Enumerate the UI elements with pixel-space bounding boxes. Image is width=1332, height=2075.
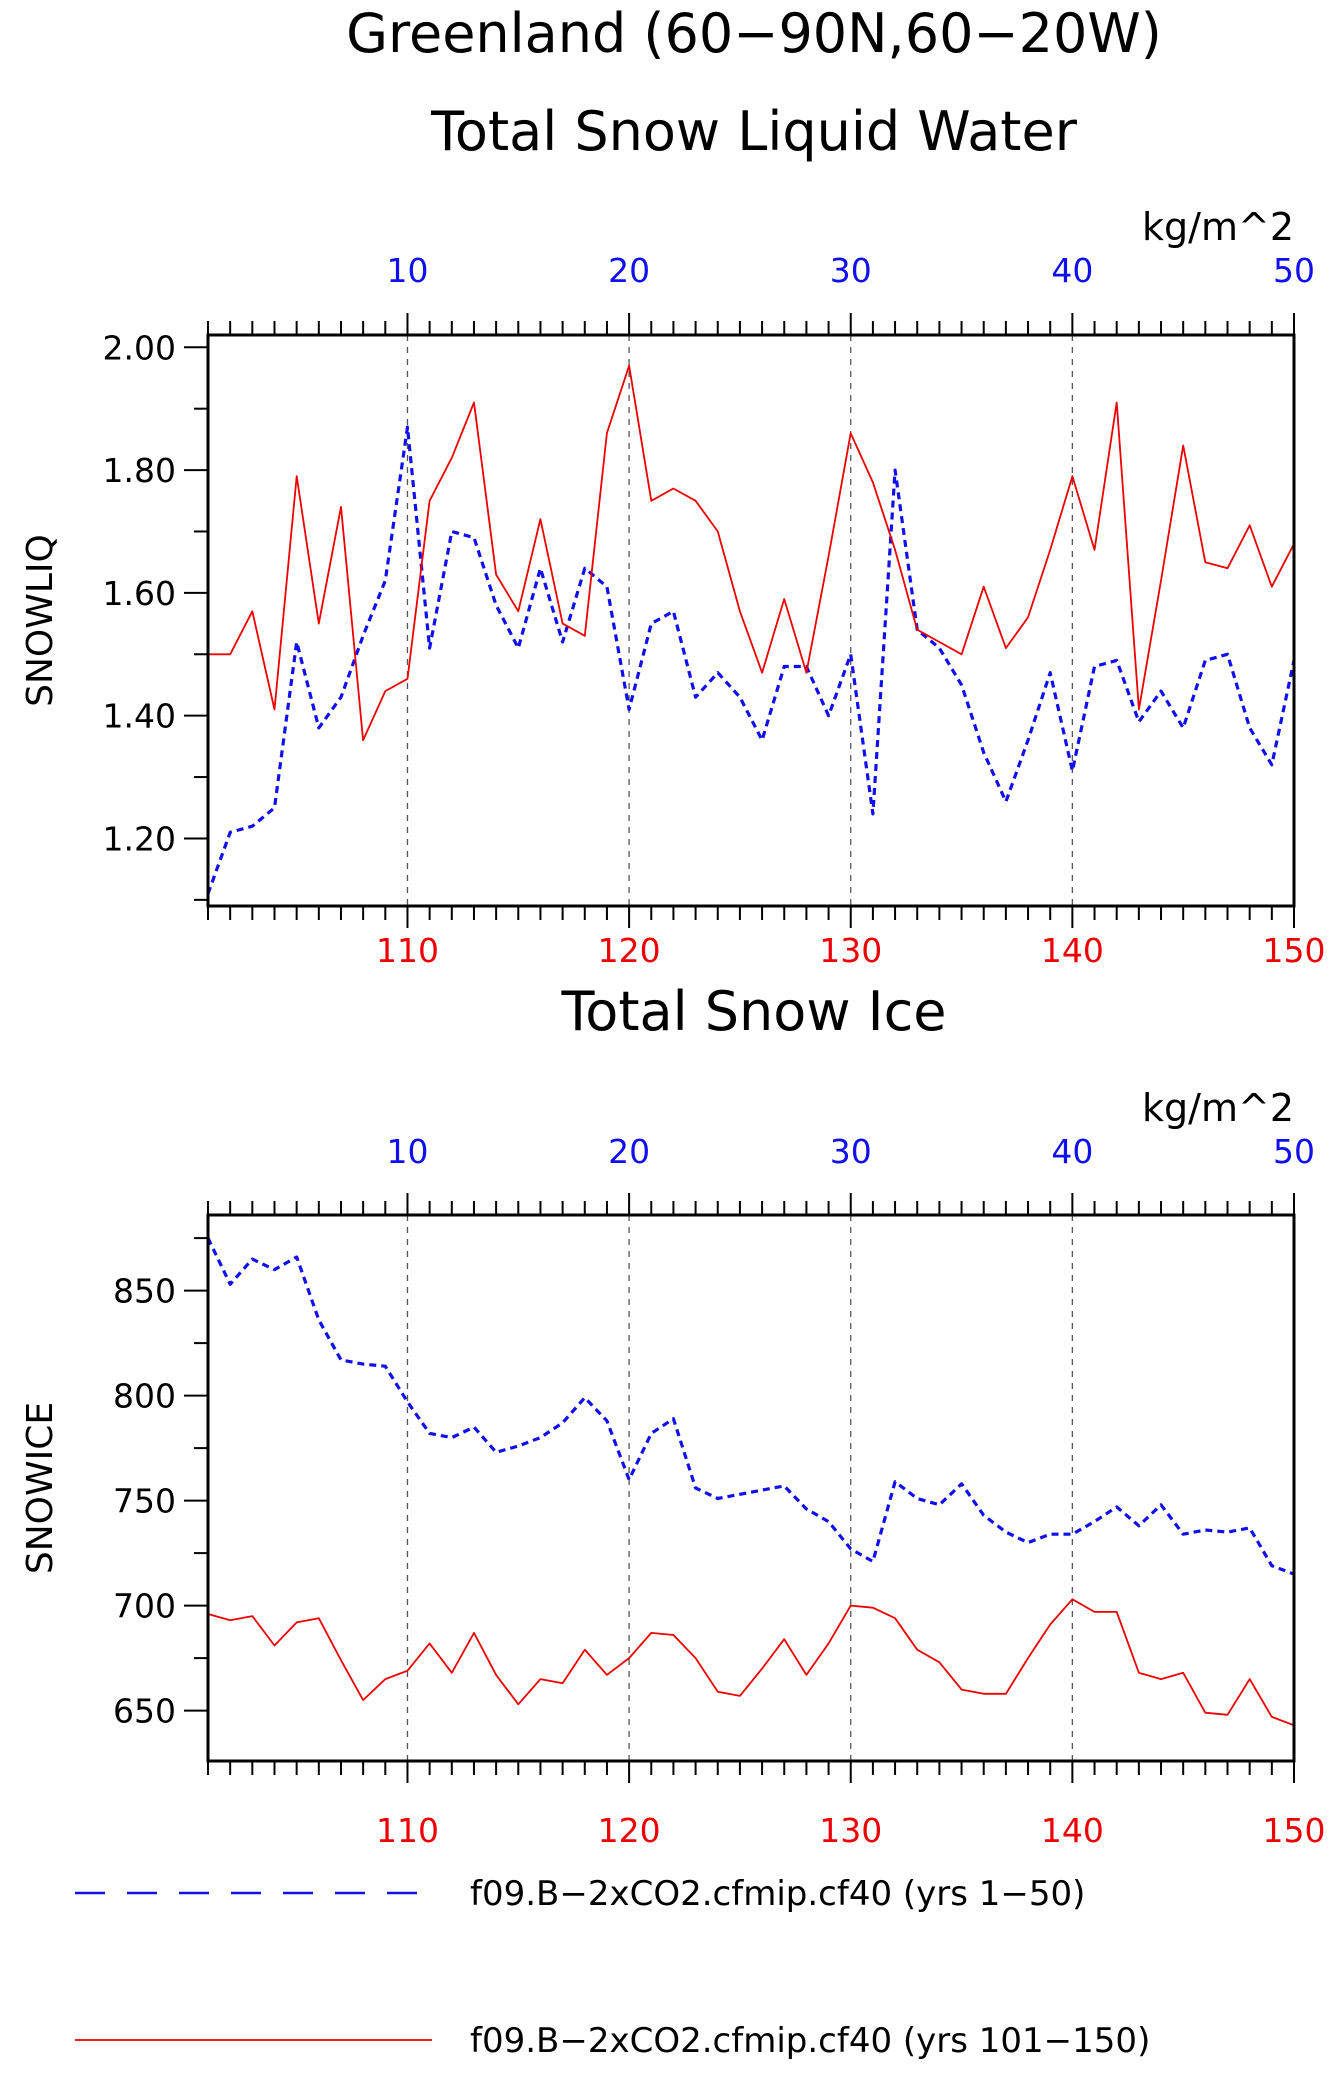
panel-1: Total Snow Liquid Water kg/m^2 1.20 1.40 1.6… (20, 100, 1326, 970)
y-tick-label: 1.80 (103, 451, 176, 490)
plot-frame (206, 333, 1296, 908)
y-tick-label: 750 (113, 1482, 176, 1521)
y-tick-label: 850 (113, 1272, 176, 1311)
x-top-tick-label: 10 (386, 251, 428, 290)
x-top-tick-label: 20 (608, 251, 650, 290)
units-label: kg/m^2 (1142, 1086, 1294, 1130)
chart-panels: Total Snow Liquid Water kg/m^2 1.20 1.40 1.6… (20, 100, 1326, 1850)
x-top-tick-label: 30 (830, 251, 872, 290)
x-top-tick-label: 40 (1051, 1132, 1093, 1171)
y-tick-label: 1.40 (103, 697, 176, 736)
x-top-tick-label: 50 (1273, 1132, 1315, 1171)
x-bottom-tick-label: 130 (819, 1811, 882, 1850)
plot-frame (206, 1213, 1296, 1763)
panel-title: Total Snow Ice (561, 980, 947, 1043)
x-bottom-tick-label: 120 (598, 1811, 661, 1850)
legend-label: f09.B−2xCO2.cfmip.cf40 (yrs 101−150) (470, 2021, 1150, 2061)
y-tick-label: 2.00 (103, 328, 176, 367)
x-bottom-tick-label: 130 (819, 931, 882, 970)
x-bottom-tick-label: 140 (1041, 1811, 1104, 1850)
x-bottom-tick-label: 110 (376, 1811, 439, 1850)
units-label: kg/m^2 (1142, 205, 1294, 249)
x-top-tick-label: 50 (1273, 251, 1315, 290)
x-bottom-tick-label: 140 (1041, 931, 1104, 970)
series-line-yrs-101-150 (208, 364, 1295, 742)
x-bottom-tick-label: 120 (598, 931, 661, 970)
y-tick-label: 700 (113, 1587, 176, 1626)
x-bottom-tick-label: 150 (1263, 931, 1326, 970)
x-top-tick-label: 40 (1051, 251, 1093, 290)
legend-label: f09.B−2xCO2.cfmip.cf40 (yrs 1−50) (470, 1874, 1085, 1914)
x-bottom-tick-label: 110 (376, 931, 439, 970)
x-top-tick-label: 10 (386, 1132, 428, 1171)
panel-2: Total Snow Ice kg/m^2 650 700 750 800 850 10 20 3… (20, 980, 1326, 1850)
chart-legend: f09.B−2xCO2.cfmip.cf40 (yrs 1−50) f09.B−2… (75, 1874, 1150, 2061)
panel-title: Total Snow Liquid Water (430, 100, 1078, 163)
y-axis-label: SNOWLIQ (20, 534, 61, 707)
figure-title: Greenland (60−90N,60−20W) (346, 2, 1162, 65)
series-line-yrs-101-150 (207, 1598, 1295, 1727)
series-line-yrs-1-50 (206, 1237, 1295, 1576)
y-tick-label: 650 (113, 1692, 176, 1731)
x-top-tick-label: 30 (830, 1132, 872, 1171)
x-top-tick-label: 20 (608, 1132, 650, 1171)
y-tick-label: 800 (113, 1377, 176, 1416)
series-line-yrs-1-50 (206, 425, 1296, 895)
y-tick-label: 1.60 (103, 574, 176, 613)
x-bottom-tick-label: 150 (1263, 1811, 1326, 1850)
y-axis-label: SNOWICE (20, 1402, 61, 1574)
legend-item-2: f09.B−2xCO2.cfmip.cf40 (yrs 101−150) (75, 2021, 1150, 2061)
legend-item-1: f09.B−2xCO2.cfmip.cf40 (yrs 1−50) (75, 1874, 1085, 1914)
y-tick-label: 1.20 (103, 819, 176, 858)
